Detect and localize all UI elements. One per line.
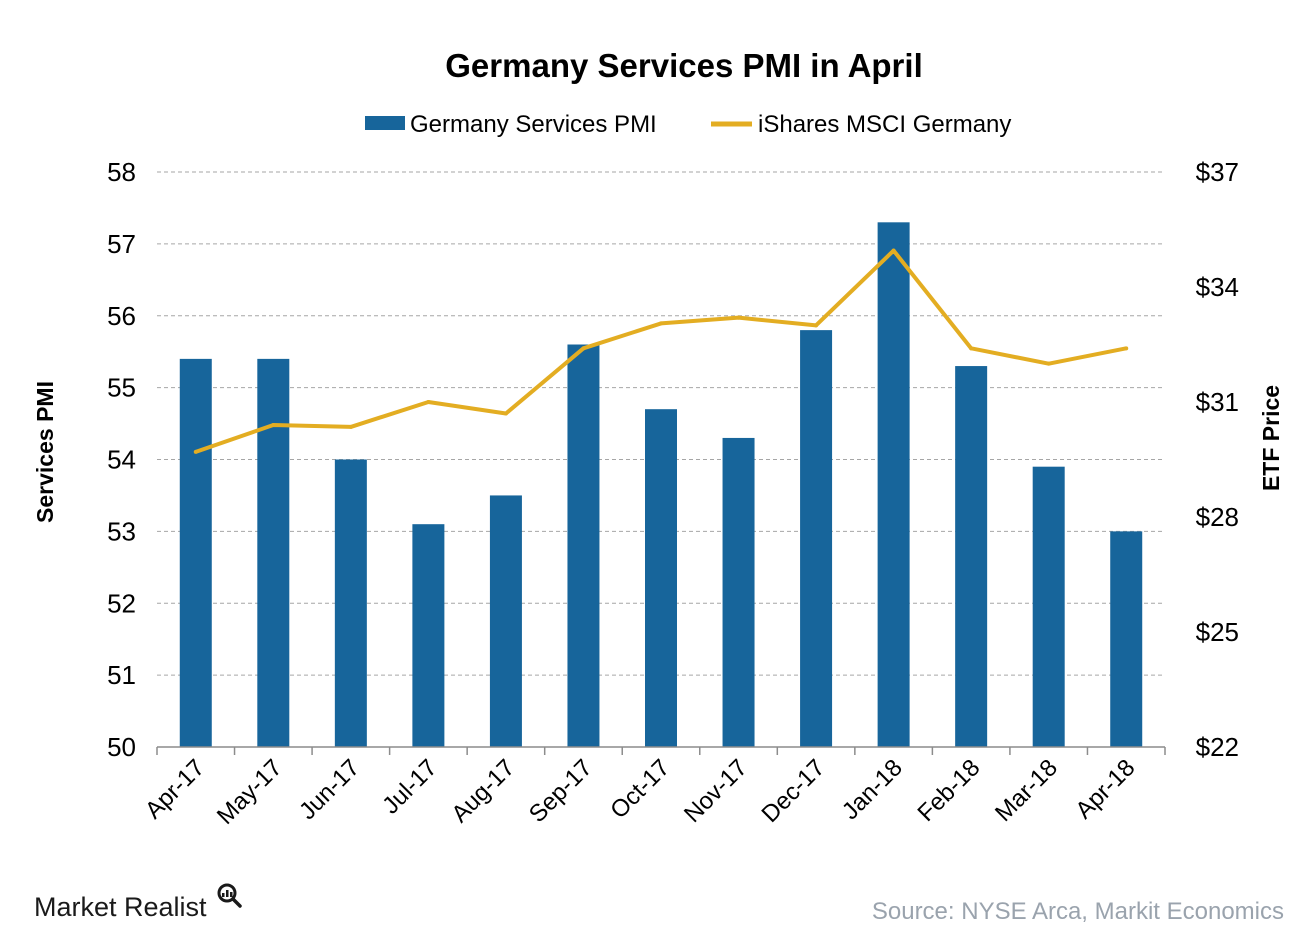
y-tick-label-right: $31	[1196, 387, 1239, 417]
bar-oct-17	[645, 409, 677, 747]
x-tick-label: Dec-17	[757, 754, 831, 828]
y-tick-label-right: $25	[1196, 617, 1239, 647]
etf-point-feb-18	[969, 346, 974, 351]
y-axis-left-ticks: 50 51 52 53 54 55 56 57 58	[107, 157, 136, 762]
etf-point-mar-18	[1046, 361, 1051, 366]
legend-swatch-bar	[365, 116, 405, 130]
etf-line	[193, 248, 1129, 454]
x-axis-ticks: Apr-17 May-17 Jun-17 Jul-17 Aug-17 Sep-17 Oct-…	[140, 754, 1140, 830]
y-axis-left-title: Services PMI	[32, 381, 58, 523]
bars	[179, 222, 1143, 747]
bar-jan-18	[877, 222, 910, 747]
y-tick-label-left: 51	[107, 660, 136, 690]
bar-apr-18	[1110, 531, 1143, 747]
etf-point-oct-17	[659, 321, 663, 326]
y-tick-label-left: 54	[107, 445, 136, 475]
x-tick-label: Feb-18	[913, 754, 986, 827]
bar-dec-17	[800, 330, 833, 747]
legend-label-pmi: Germany Services PMI	[410, 111, 657, 138]
bar-feb-18	[955, 366, 988, 747]
x-tick-label: Jan-18	[837, 754, 908, 825]
bar-mar-18	[1032, 466, 1065, 747]
etf-point-jun-17	[348, 424, 353, 429]
y-tick-label-left: 57	[107, 229, 136, 259]
y-tick-label-right: $34	[1196, 272, 1239, 302]
x-tick-label: Aug-17	[446, 754, 520, 828]
x-axis	[156, 746, 1166, 755]
bar-sep-17	[567, 344, 600, 747]
bar-jul-17	[412, 524, 445, 747]
y-tick-label-right: $37	[1196, 157, 1239, 187]
etf-point-aug-17	[503, 411, 508, 416]
brand-logo: Market Realist	[34, 883, 242, 922]
x-tick-label: Apr-18	[1070, 754, 1140, 824]
y-tick-label-left: 52	[107, 588, 136, 618]
y-tick-label-left: 56	[107, 301, 136, 331]
bar-aug-17	[489, 495, 522, 747]
legend: Germany Services PMI iShares MSCI German…	[365, 111, 1011, 138]
brand-text: Market Realist	[34, 892, 207, 922]
x-tick-label: Apr-17	[140, 754, 210, 824]
x-tick-label: Jul-17	[377, 754, 442, 819]
source-note: Source: NYSE Arca, Markit Economics	[872, 898, 1284, 925]
chart-title: Germany Services PMI in April	[445, 47, 922, 84]
y-tick-label-left: 55	[107, 373, 136, 403]
x-tick-label: Jun-17	[294, 754, 365, 825]
bar-jun-17	[334, 459, 367, 747]
x-tick-label: Oct-17	[605, 754, 675, 824]
x-tick-label: Sep-17	[524, 754, 598, 828]
bar-nov-17	[722, 437, 755, 747]
y-tick-label-right: $28	[1196, 502, 1239, 532]
magnifier-icon	[217, 883, 242, 908]
y-tick-label-right: $22	[1196, 732, 1239, 762]
etf-point-may-17	[271, 423, 276, 427]
legend-label-etf: iShares MSCI Germany	[758, 111, 1011, 138]
etf-point-sep-17	[581, 346, 586, 351]
x-tick-label: Mar-18	[990, 754, 1063, 827]
y-axis-right-title: ETF Price	[1258, 385, 1284, 491]
y-tick-label-left: 58	[107, 157, 136, 187]
bar-may-17	[257, 358, 290, 747]
etf-point-jan-18	[891, 248, 896, 253]
y-tick-label-left: 50	[107, 732, 136, 762]
x-tick-label: Nov-17	[679, 754, 753, 828]
etf-point-dec-17	[814, 323, 819, 328]
bar-apr-17	[179, 358, 212, 747]
etf-point-jul-17	[426, 400, 431, 404]
etf-point-apr-18	[1124, 346, 1129, 351]
etf-point-apr-17	[193, 449, 198, 454]
etf-point-nov-17	[736, 315, 741, 320]
x-tick-label: May-17	[212, 754, 288, 830]
y-tick-label-left: 53	[107, 516, 136, 546]
y-axis-right-ticks: $22 $25 $28 $31 $34 $37	[1196, 157, 1239, 762]
